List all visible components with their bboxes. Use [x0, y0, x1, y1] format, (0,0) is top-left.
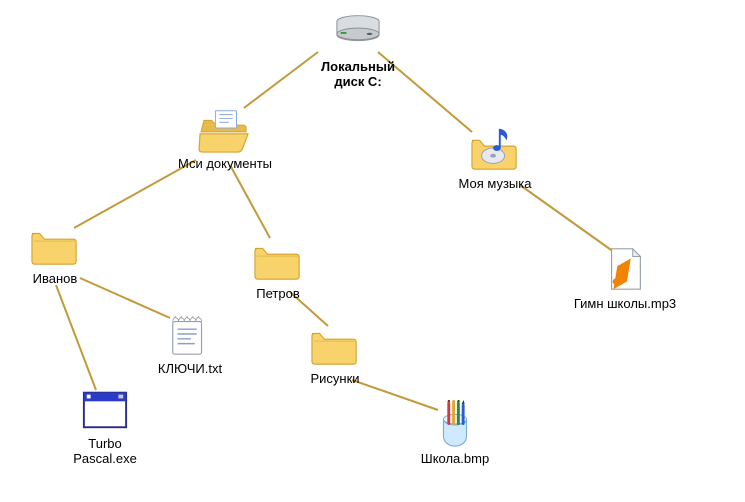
- mp3-icon: [597, 245, 653, 293]
- node-label: Петров: [256, 287, 299, 302]
- tree-node-school[interactable]: Школа.bmp: [395, 400, 515, 467]
- tree-node-music[interactable]: Моя музыка: [430, 125, 560, 192]
- folder-icon: [27, 220, 83, 268]
- node-label: Локальный диск C:: [321, 60, 395, 90]
- folder-open-icon: [197, 105, 253, 153]
- tree-edge: [56, 285, 96, 390]
- node-label: Мси документы: [178, 157, 272, 172]
- txt-icon: [162, 310, 218, 358]
- folder-icon: [307, 320, 363, 368]
- music-folder-icon: [467, 125, 523, 173]
- bmp-icon: [427, 400, 483, 448]
- node-label: Иванов: [33, 272, 78, 287]
- tree-edge: [520, 185, 614, 252]
- tree-node-petrov[interactable]: Петров: [228, 235, 328, 302]
- tree-edge: [230, 165, 270, 238]
- tree-node-ivanov[interactable]: Иванов: [10, 220, 100, 287]
- drive-icon: [330, 8, 386, 56]
- filesystem-tree-diagram: Локальный диск C: Мси документы Моя музыка…: [0, 0, 745, 502]
- tree-node-docs[interactable]: Мси документы: [155, 105, 295, 172]
- exe-icon: [77, 385, 133, 433]
- node-label: Школа.bmp: [421, 452, 489, 467]
- tree-node-hymn[interactable]: Гимн школы.mp3: [555, 245, 695, 312]
- tree-node-turbo[interactable]: Turbo Pascal.exe: [50, 385, 160, 467]
- tree-node-pics[interactable]: Рисунки: [285, 320, 385, 387]
- tree-node-root[interactable]: Локальный диск C:: [298, 8, 418, 90]
- folder-icon: [250, 235, 306, 283]
- node-label: Гимн школы.mp3: [574, 297, 676, 312]
- node-label: Моя музыка: [459, 177, 532, 192]
- node-label: КЛЮЧИ.txt: [158, 362, 222, 377]
- node-label: Рисунки: [310, 372, 359, 387]
- tree-node-keys[interactable]: КЛЮЧИ.txt: [135, 310, 245, 377]
- node-label: Turbo Pascal.exe: [73, 437, 137, 467]
